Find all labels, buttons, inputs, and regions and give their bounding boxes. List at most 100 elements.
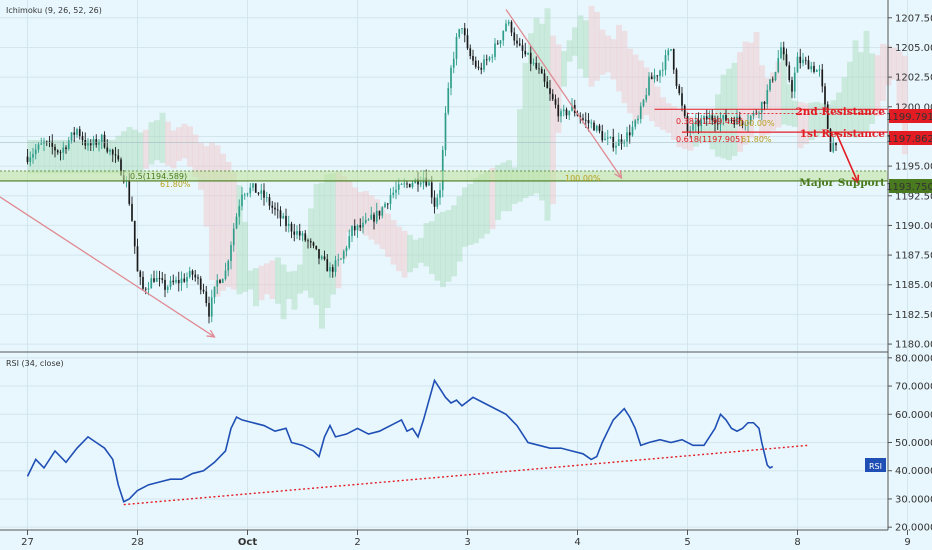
cloud-segment xyxy=(632,54,639,124)
candle-body xyxy=(419,182,422,185)
cloud-segment xyxy=(214,145,221,297)
cloud-segment xyxy=(462,187,468,247)
candle-body xyxy=(518,43,521,46)
pct-100-right: 100.00% xyxy=(739,119,775,128)
cloud-segment xyxy=(533,17,540,194)
cloud-segment xyxy=(748,42,754,138)
cloud-segment xyxy=(836,92,842,136)
candle-body xyxy=(144,288,147,290)
cloud-segment xyxy=(412,239,419,269)
cloud-segment xyxy=(561,51,567,87)
price-tick-label: 1192.500 xyxy=(895,191,932,202)
candle-body xyxy=(818,69,821,71)
cloud-segment xyxy=(858,52,864,135)
candle-body xyxy=(769,79,771,90)
candle-body xyxy=(243,194,246,196)
candle-body xyxy=(815,69,818,72)
cloud-segment xyxy=(682,110,688,149)
cloud-segment xyxy=(797,102,804,149)
candle-body xyxy=(450,67,452,89)
candle-body xyxy=(351,225,353,237)
cloud-segment xyxy=(489,167,496,229)
cloud-segment xyxy=(55,140,61,174)
major-support-price: 1193.750 xyxy=(886,182,932,193)
candle-body xyxy=(353,225,356,231)
cloud-segment xyxy=(891,47,897,80)
candle-body xyxy=(733,120,736,125)
candle-body xyxy=(584,119,587,121)
candle-body xyxy=(546,81,549,89)
candle-body xyxy=(298,231,301,236)
rsi-series xyxy=(26,378,809,506)
candle-body xyxy=(433,197,436,207)
candle-body xyxy=(439,190,441,198)
cloud-segment xyxy=(440,211,446,288)
candle-body xyxy=(582,118,584,120)
cloud-segment xyxy=(423,223,430,267)
candle-body xyxy=(252,183,254,188)
cloud-segment xyxy=(517,109,523,202)
cloud-segment xyxy=(456,196,463,262)
candle-body xyxy=(408,184,411,188)
cloud-segment xyxy=(286,271,292,299)
candle-body xyxy=(656,75,659,77)
cloud-segment xyxy=(165,121,171,166)
candle-body xyxy=(216,280,219,287)
cloud-segment xyxy=(814,102,820,138)
pct-618-right: 61.80% xyxy=(741,135,772,144)
major-support-zone xyxy=(0,170,888,181)
candle-body xyxy=(716,123,719,125)
cloud-segment xyxy=(335,172,342,289)
cloud-segment xyxy=(495,164,501,221)
cloud-segment xyxy=(775,61,782,128)
candle-body xyxy=(337,259,340,261)
cloud-segment xyxy=(176,127,182,161)
candle-body xyxy=(260,190,263,194)
candle-body xyxy=(683,105,686,116)
cloud-segment xyxy=(275,257,281,304)
candle-body xyxy=(309,241,312,243)
candle-body xyxy=(664,55,667,70)
candle-body xyxy=(208,302,210,317)
candle-body xyxy=(615,145,617,148)
cloud-segment xyxy=(742,41,749,145)
candle-body xyxy=(480,67,483,70)
cloud-segment xyxy=(280,264,287,320)
candle-body xyxy=(359,225,362,228)
downtrend-arrow-right xyxy=(505,9,623,179)
cloud-segment xyxy=(808,102,815,140)
candle-body xyxy=(362,222,364,228)
major-support-tag xyxy=(889,179,932,193)
candle-body xyxy=(458,29,461,37)
cloud-segment xyxy=(786,84,793,126)
candle-body xyxy=(95,139,98,145)
candle-body xyxy=(199,278,202,290)
rsi-label: RSI (34, close) xyxy=(6,359,64,368)
candle-body xyxy=(604,138,606,141)
candle-body xyxy=(653,75,656,80)
candle-body xyxy=(697,120,700,127)
candle-body xyxy=(147,288,150,290)
candle-body xyxy=(744,124,747,126)
candle-body xyxy=(521,45,524,51)
candle-body xyxy=(323,256,326,260)
cloud-segment xyxy=(148,122,155,165)
candle-body xyxy=(667,50,670,56)
candle-body xyxy=(397,184,400,190)
candle-body xyxy=(535,62,538,69)
candle-body xyxy=(650,76,653,80)
candle-body xyxy=(87,143,89,146)
candle-body xyxy=(799,56,802,64)
candle-body xyxy=(513,32,516,41)
candle-body xyxy=(758,112,760,114)
candle-body xyxy=(301,233,304,236)
cloud-segment xyxy=(638,60,644,120)
candle-body xyxy=(213,286,216,298)
candle-body xyxy=(238,206,241,217)
candle-body xyxy=(554,99,557,105)
cloud-segment xyxy=(302,235,309,291)
candle-body xyxy=(771,79,774,81)
cloud-segment xyxy=(819,103,826,135)
candle-body xyxy=(452,58,455,68)
